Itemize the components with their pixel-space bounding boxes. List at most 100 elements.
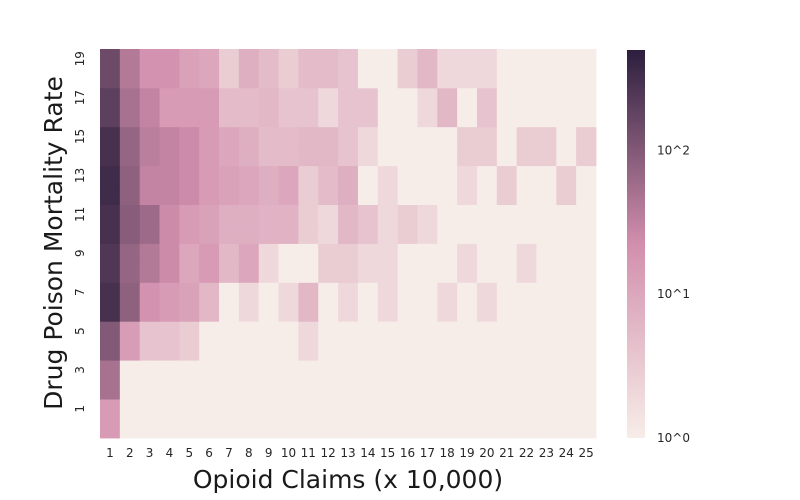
y-tick-label: 9: [73, 249, 87, 257]
heatmap-cell: [258, 321, 279, 342]
heatmap-cell: [536, 49, 557, 69]
heatmap-cell: [516, 185, 537, 205]
heatmap-cell: [377, 321, 398, 342]
heatmap-cell: [476, 49, 498, 69]
heatmap-cell: [338, 126, 359, 147]
heatmap-cell: [417, 49, 438, 69]
heatmap-cell: [238, 68, 260, 89]
heatmap-cell: [476, 379, 498, 400]
heatmap-cell: [119, 301, 141, 322]
heatmap-cell: [417, 107, 438, 128]
heatmap-cell: [238, 301, 260, 322]
heatmap-cell: [576, 282, 597, 303]
y-axis-title: Drug Poison Mortality Rate: [39, 76, 68, 410]
heatmap-cell: [556, 399, 577, 419]
heatmap-cell: [119, 165, 141, 186]
x-tick-label: 8: [245, 446, 253, 460]
heatmap-cell: [516, 204, 537, 225]
heatmap-cell: [159, 379, 180, 400]
heatmap-cell: [119, 107, 141, 128]
heatmap-cell: [278, 360, 299, 381]
heatmap-cell: [100, 360, 121, 381]
heatmap-cell: [457, 379, 478, 400]
heatmap-cell: [119, 49, 141, 69]
heatmap-cell: [417, 126, 438, 147]
heatmap-cell: [238, 107, 260, 128]
heatmap-cell: [318, 301, 339, 322]
heatmap-cell: [159, 68, 180, 89]
x-axis-ticks: 1 2 3 4 5 6 7 8 9 10 11 12 13 14 15 16 17 18 19 20 21 22 23 24 2…: [106, 446, 594, 460]
heatmap-cell: [417, 282, 438, 303]
heatmap-cell: [536, 165, 557, 186]
heatmap-cell: [556, 107, 577, 128]
heatmap-cell: [159, 49, 180, 69]
heatmap-cell: [496, 165, 518, 186]
heatmap-cell: [576, 379, 597, 400]
heatmap-cells: [100, 49, 597, 439]
heatmap-cell: [556, 49, 577, 69]
heatmap-cell: [476, 87, 498, 108]
heatmap-cell: [377, 107, 398, 128]
heatmap-cell: [397, 262, 418, 283]
heatmap-cell: [139, 224, 160, 244]
x-tick-label: 16: [400, 446, 415, 460]
heatmap-cell: [298, 87, 319, 108]
heatmap-cell: [298, 107, 319, 128]
heatmap-cell: [536, 224, 557, 244]
heatmap-cell: [496, 243, 518, 264]
heatmap-cell: [159, 262, 180, 283]
heatmap-cell: [100, 49, 121, 69]
heatmap-cell: [437, 185, 458, 205]
y-tick-label: 1: [73, 405, 87, 413]
heatmap-cell: [397, 165, 418, 186]
heatmap-cell: [536, 262, 557, 283]
heatmap-cell: [516, 165, 537, 186]
heatmap-cell: [556, 282, 577, 303]
heatmap-cell: [536, 107, 557, 128]
heatmap-cell: [238, 399, 260, 419]
heatmap-cell: [357, 262, 379, 283]
heatmap-cell: [139, 68, 160, 89]
heatmap-cell: [199, 146, 220, 167]
heatmap-cell: [199, 301, 220, 322]
heatmap-cell: [357, 418, 379, 439]
heatmap-cell: [357, 165, 379, 186]
heatmap-cell: [338, 321, 359, 342]
heatmap-cell: [516, 301, 537, 322]
heatmap-cell: [556, 204, 577, 225]
heatmap-cell: [100, 185, 121, 205]
heatmap-cell: [536, 68, 557, 89]
colorbar-tick-label: 10^1: [657, 287, 690, 301]
heatmap-cell: [159, 146, 180, 167]
heatmap-cell: [219, 418, 240, 439]
heatmap-cell: [357, 360, 379, 381]
heatmap-cell: [159, 301, 180, 322]
heatmap-cell: [516, 68, 537, 89]
heatmap-cell: [576, 301, 597, 322]
heatmap-cell: [258, 262, 279, 283]
heatmap-cell: [397, 301, 418, 322]
heatmap-cell: [437, 243, 458, 264]
heatmap-cell: [377, 165, 398, 186]
heatmap-cell: [238, 87, 260, 108]
heatmap-cell: [476, 185, 498, 205]
heatmap-cell: [139, 49, 160, 69]
heatmap-cell: [496, 282, 518, 303]
heatmap-cell: [238, 418, 260, 439]
heatmap-cell: [219, 107, 240, 128]
heatmap-cell: [100, 107, 121, 128]
heatmap-cell: [516, 282, 537, 303]
heatmap-cell: [199, 379, 220, 400]
heatmap-cell: [318, 360, 339, 381]
x-tick-label: 2: [126, 446, 134, 460]
heatmap-cell: [199, 321, 220, 342]
heatmap-cell: [278, 340, 299, 361]
heatmap-cell: [556, 126, 577, 147]
heatmap-cell: [516, 262, 537, 283]
x-tick-label: 24: [559, 446, 574, 460]
y-tick-label: 7: [73, 288, 87, 296]
heatmap-cell: [437, 165, 458, 186]
heatmap-cell: [199, 126, 220, 147]
heatmap-cell: [338, 146, 359, 167]
heatmap-cell: [219, 340, 240, 361]
